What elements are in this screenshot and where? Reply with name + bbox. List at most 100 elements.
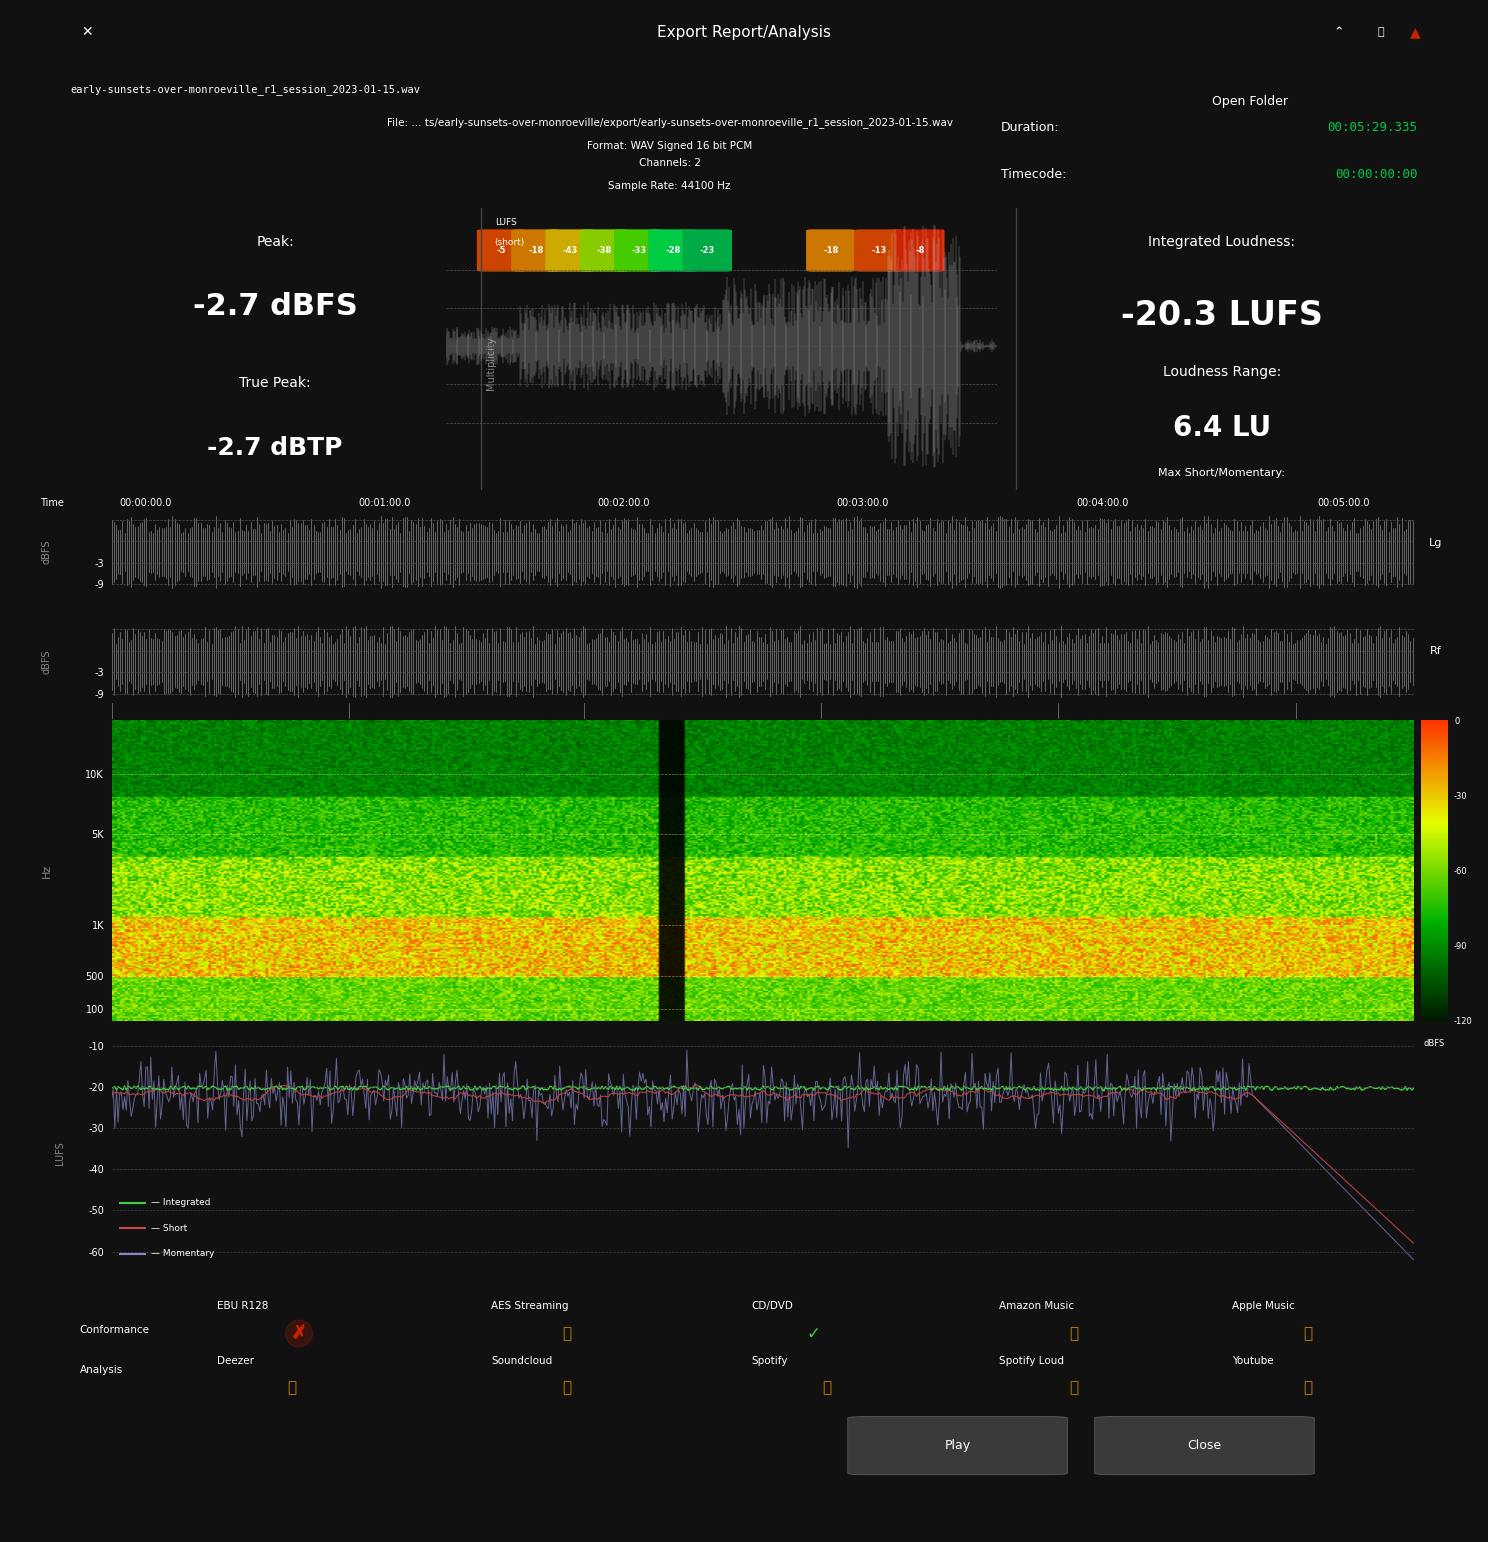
Text: Conformance: Conformance — [79, 1325, 149, 1334]
Short — [894, 1089, 912, 1107]
Short — [686, 1075, 704, 1093]
Text: 🔊: 🔊 — [1070, 1326, 1079, 1342]
Text: -18: -18 — [823, 247, 838, 254]
Integrated — [934, 1081, 952, 1099]
Short — [183, 1086, 201, 1104]
Integrated — [1405, 1079, 1423, 1098]
Text: 🔊: 🔊 — [287, 1380, 296, 1396]
Text: 00:04:00.0: 00:04:00.0 — [1076, 498, 1129, 507]
Text: -8: -8 — [915, 247, 924, 254]
Text: Channels: 2: Channels: 2 — [638, 157, 701, 168]
Text: — Integrated: — Integrated — [150, 1198, 210, 1207]
Text: Analysis: Analysis — [79, 1365, 124, 1375]
Text: 📌: 📌 — [1378, 28, 1384, 37]
Text: Peak:: Peak: — [256, 234, 295, 248]
Text: -2.7 dBFS: -2.7 dBFS — [193, 293, 357, 321]
Text: -18: -18 — [528, 247, 543, 254]
FancyBboxPatch shape — [896, 230, 945, 271]
Text: AES Streaming: AES Streaming — [491, 1301, 568, 1311]
Text: ▲: ▲ — [1409, 25, 1421, 40]
Line: Short: Short — [112, 1084, 1414, 1243]
Text: Youtube: Youtube — [1232, 1355, 1274, 1366]
Text: 00:01:00.0: 00:01:00.0 — [359, 498, 411, 507]
Text: ✗: ✗ — [290, 1325, 307, 1343]
Text: 00:03:00.0: 00:03:00.0 — [836, 498, 890, 507]
Text: Deezer: Deezer — [217, 1355, 254, 1366]
Text: LUFS: LUFS — [494, 217, 516, 227]
Text: -28: -28 — [665, 247, 680, 254]
FancyBboxPatch shape — [1095, 1417, 1314, 1474]
Text: 00:02:00.0: 00:02:00.0 — [597, 498, 650, 507]
Momentary — [934, 1093, 952, 1112]
Integrated — [103, 1078, 121, 1096]
Text: File: ... ts/early-sunsets-over-monroeville/export/early-sunsets-over-monroevill: File: ... ts/early-sunsets-over-monroevi… — [387, 117, 952, 128]
Text: — Short: — Short — [150, 1224, 187, 1232]
Short — [103, 1086, 121, 1104]
Short — [1226, 1090, 1244, 1109]
FancyBboxPatch shape — [806, 230, 856, 271]
Integrated — [894, 1078, 912, 1096]
Text: CD/DVD: CD/DVD — [751, 1301, 793, 1311]
FancyBboxPatch shape — [683, 230, 732, 271]
Momentary — [1405, 1251, 1423, 1269]
Text: Hz: Hz — [42, 864, 52, 877]
Text: Close: Close — [1187, 1439, 1222, 1453]
Text: early-sunsets-over-monroeville_r1_session_2023-01-15.wav: early-sunsets-over-monroeville_r1_sessio… — [70, 83, 420, 96]
Momentary — [1092, 1103, 1110, 1121]
Short — [860, 1082, 878, 1101]
FancyBboxPatch shape — [848, 1417, 1067, 1474]
Text: — Momentary: — Momentary — [150, 1249, 214, 1258]
Integrated — [116, 1076, 134, 1095]
Text: Integrated Loudness:: Integrated Loudness: — [1149, 234, 1295, 248]
Text: Lg: Lg — [1430, 538, 1442, 547]
Text: LUFS: LUFS — [55, 1141, 64, 1164]
Text: -2.7 dBTP: -2.7 dBTP — [207, 436, 342, 460]
Text: Spotify Loud: Spotify Loud — [998, 1355, 1064, 1366]
Integrated — [860, 1079, 878, 1098]
Text: -38: -38 — [597, 247, 612, 254]
Text: Format: WAV Signed 16 bit PCM: Format: WAV Signed 16 bit PCM — [586, 140, 753, 151]
Line: Momentary: Momentary — [112, 1050, 1414, 1260]
Text: dBFS: dBFS — [42, 649, 52, 674]
Short — [1092, 1089, 1110, 1107]
Text: Loudness Range:: Loudness Range: — [1162, 365, 1281, 379]
Text: Amazon Music: Amazon Music — [998, 1301, 1074, 1311]
Text: dBFS: dBFS — [1424, 1039, 1445, 1049]
Line: Integrated: Integrated — [112, 1086, 1414, 1090]
Text: Max Short/Momentary:: Max Short/Momentary: — [1158, 469, 1286, 478]
FancyBboxPatch shape — [615, 230, 664, 271]
Text: Timecode:: Timecode: — [1000, 168, 1065, 180]
FancyBboxPatch shape — [854, 230, 903, 271]
Text: Spotify: Spotify — [751, 1355, 789, 1366]
Text: 🔊: 🔊 — [1070, 1380, 1079, 1396]
Text: Sample Rate: 44100 Hz: Sample Rate: 44100 Hz — [609, 180, 731, 191]
Text: 00:05:00.0: 00:05:00.0 — [1317, 498, 1370, 507]
Text: -13: -13 — [870, 247, 887, 254]
Integrated — [1092, 1078, 1110, 1096]
Short — [1405, 1234, 1423, 1252]
FancyBboxPatch shape — [546, 230, 595, 271]
FancyBboxPatch shape — [510, 230, 561, 271]
Text: Multiplicity: Multiplicity — [485, 336, 496, 390]
Text: -43: -43 — [562, 247, 577, 254]
Text: Apple Music: Apple Music — [1232, 1301, 1295, 1311]
Text: Time: Time — [40, 498, 64, 507]
Text: Duration:: Duration: — [1000, 122, 1059, 134]
Integrated — [1263, 1081, 1281, 1099]
Text: ✕: ✕ — [80, 25, 92, 40]
Momentary — [1226, 1089, 1244, 1107]
Text: 00:00:00.0: 00:00:00.0 — [119, 498, 171, 507]
Text: -33: -33 — [631, 247, 646, 254]
Text: 🔊: 🔊 — [562, 1380, 571, 1396]
Momentary — [183, 1084, 201, 1103]
Momentary — [894, 1066, 912, 1084]
Text: ✓: ✓ — [806, 1325, 820, 1343]
Text: Soundcloud: Soundcloud — [491, 1355, 552, 1366]
Short — [934, 1079, 952, 1098]
Text: 6.4 LU: 6.4 LU — [1173, 415, 1271, 443]
Text: True Peak:: True Peak: — [240, 376, 311, 390]
Momentary — [860, 1098, 878, 1116]
Text: 🔊: 🔊 — [1303, 1380, 1312, 1396]
Text: 00:05:29.335: 00:05:29.335 — [1327, 122, 1417, 134]
Text: ✗: ✗ — [292, 1325, 307, 1343]
